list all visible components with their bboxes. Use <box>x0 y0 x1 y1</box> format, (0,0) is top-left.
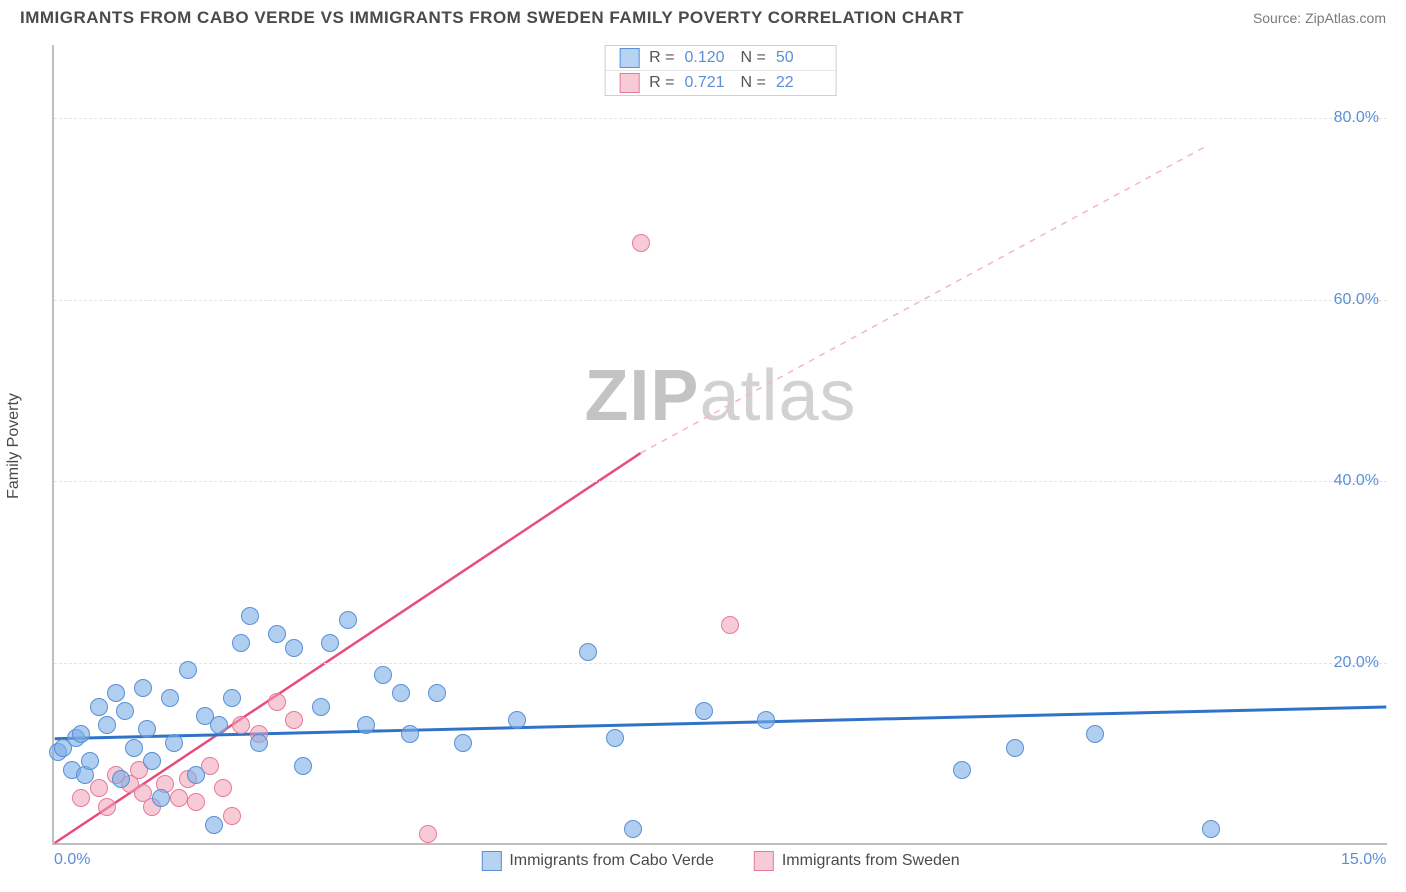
scatter-point-blue <box>161 689 179 707</box>
scatter-point-blue <box>81 752 99 770</box>
scatter-point-pink <box>214 779 232 797</box>
scatter-point-pink <box>98 798 116 816</box>
scatter-point-pink <box>632 234 650 252</box>
stats-row-blue: R = 0.120 N = 50 <box>605 46 836 70</box>
swatch-blue-icon <box>481 851 501 871</box>
n-label: N = <box>741 74 766 92</box>
scatter-point-blue <box>116 702 134 720</box>
legend-label-pink: Immigrants from Sweden <box>782 852 960 870</box>
scatter-point-pink <box>187 793 205 811</box>
scatter-point-blue <box>285 639 303 657</box>
plot-region: ZIPatlas R = 0.120 N = 50 R = 0.721 N = … <box>52 45 1387 845</box>
scatter-point-blue <box>125 739 143 757</box>
series-legend: Immigrants from Cabo Verde Immigrants fr… <box>481 851 959 871</box>
scatter-point-blue <box>152 789 170 807</box>
scatter-point-blue <box>165 734 183 752</box>
scatter-point-blue <box>606 729 624 747</box>
scatter-point-blue <box>1086 725 1104 743</box>
scatter-point-pink <box>72 789 90 807</box>
scatter-point-blue <box>579 643 597 661</box>
scatter-point-blue <box>695 702 713 720</box>
scatter-point-blue <box>454 734 472 752</box>
r-value-pink: 0.721 <box>685 74 731 92</box>
y-tick-label: 80.0% <box>1334 109 1379 127</box>
chart-area: ZIPatlas R = 0.120 N = 50 R = 0.721 N = … <box>52 45 1387 845</box>
stats-row-pink: R = 0.721 N = 22 <box>605 70 836 95</box>
scatter-point-blue <box>138 720 156 738</box>
swatch-pink-icon <box>619 73 639 93</box>
scatter-point-blue <box>339 611 357 629</box>
chart-title: IMMIGRANTS FROM CABO VERDE VS IMMIGRANTS… <box>20 8 964 28</box>
scatter-point-pink <box>285 711 303 729</box>
legend-item-blue: Immigrants from Cabo Verde <box>481 851 714 871</box>
scatter-point-blue <box>401 725 419 743</box>
scatter-point-blue <box>953 761 971 779</box>
scatter-point-blue <box>232 634 250 652</box>
y-tick-label: 40.0% <box>1334 472 1379 490</box>
scatter-point-blue <box>250 734 268 752</box>
gridline <box>54 481 1387 482</box>
scatter-point-blue <box>187 766 205 784</box>
scatter-point-blue <box>321 634 339 652</box>
gridline <box>54 300 1387 301</box>
scatter-point-blue <box>374 666 392 684</box>
scatter-point-blue <box>1006 739 1024 757</box>
n-value-pink: 22 <box>776 74 822 92</box>
scatter-point-blue <box>268 625 286 643</box>
scatter-point-blue <box>210 716 228 734</box>
scatter-point-pink <box>268 693 286 711</box>
scatter-point-blue <box>205 816 223 834</box>
scatter-point-blue <box>428 684 446 702</box>
scatter-point-blue <box>223 689 241 707</box>
scatter-point-blue <box>624 820 642 838</box>
scatter-point-blue <box>357 716 375 734</box>
scatter-point-pink <box>170 789 188 807</box>
scatter-point-blue <box>179 661 197 679</box>
legend-item-pink: Immigrants from Sweden <box>754 851 960 871</box>
r-label: R = <box>649 74 674 92</box>
scatter-point-pink <box>223 807 241 825</box>
scatter-point-pink <box>90 779 108 797</box>
y-axis-title: Family Poverty <box>5 393 23 499</box>
scatter-point-blue <box>312 698 330 716</box>
x-tick-label: 0.0% <box>54 851 90 869</box>
gridline <box>54 663 1387 664</box>
chart-header: IMMIGRANTS FROM CABO VERDE VS IMMIGRANTS… <box>0 0 1406 36</box>
scatter-point-pink <box>232 716 250 734</box>
r-value-blue: 0.120 <box>685 49 731 67</box>
n-value-blue: 50 <box>776 49 822 67</box>
scatter-point-blue <box>98 716 116 734</box>
y-tick-label: 60.0% <box>1334 291 1379 309</box>
scatter-point-pink <box>419 825 437 843</box>
swatch-pink-icon <box>754 851 774 871</box>
watermark: ZIPatlas <box>584 355 856 437</box>
scatter-point-blue <box>508 711 526 729</box>
gridline <box>54 118 1387 119</box>
scatter-point-pink <box>721 616 739 634</box>
scatter-point-blue <box>72 725 90 743</box>
scatter-point-blue <box>241 607 259 625</box>
swatch-blue-icon <box>619 48 639 68</box>
scatter-point-blue <box>392 684 410 702</box>
scatter-point-blue <box>90 698 108 716</box>
scatter-point-blue <box>143 752 161 770</box>
stats-legend: R = 0.120 N = 50 R = 0.721 N = 22 <box>604 45 837 96</box>
scatter-point-blue <box>294 757 312 775</box>
y-tick-label: 20.0% <box>1334 654 1379 672</box>
scatter-point-blue <box>1202 820 1220 838</box>
n-label: N = <box>741 49 766 67</box>
scatter-point-blue <box>757 711 775 729</box>
scatter-point-blue <box>134 679 152 697</box>
trend-lines <box>54 45 1387 843</box>
x-tick-label: 15.0% <box>1341 851 1386 869</box>
legend-label-blue: Immigrants from Cabo Verde <box>509 852 714 870</box>
scatter-point-blue <box>112 770 130 788</box>
r-label: R = <box>649 49 674 67</box>
scatter-point-blue <box>107 684 125 702</box>
chart-source: Source: ZipAtlas.com <box>1253 10 1386 26</box>
